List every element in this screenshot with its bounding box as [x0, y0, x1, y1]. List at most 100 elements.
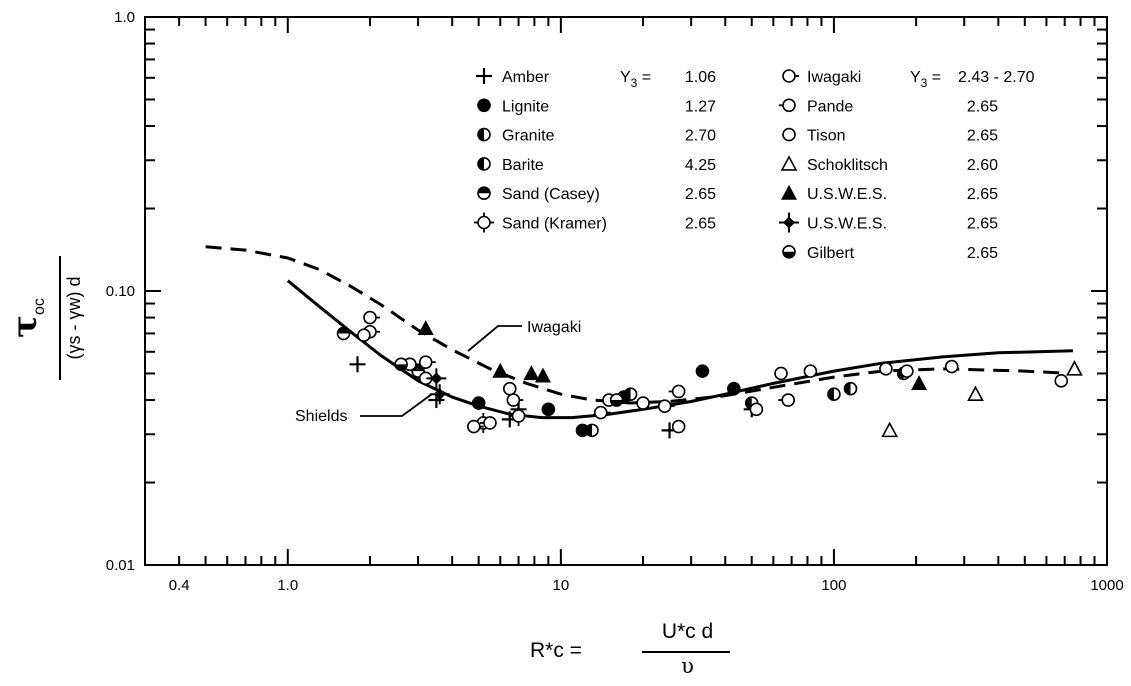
point-iwagaki: [657, 399, 675, 413]
legend-label-u-s-w-e-s: U.S.W.E.S.: [807, 186, 887, 203]
point-barite: [827, 387, 841, 402]
legend-marker-sand-casey: [477, 186, 491, 200]
legend-gamma-barite: 4.25: [685, 157, 716, 174]
point-u-s-w-e-s: [492, 362, 509, 378]
data-points: [336, 310, 1083, 439]
x-tick-label: 0.4: [169, 577, 190, 594]
fit-curves: [205, 245, 1073, 420]
legend-label-pande: Pande: [807, 98, 853, 115]
point-tison: [749, 402, 764, 417]
point-gilbert: [609, 393, 624, 407]
legend-marker-sand-kramer: [474, 212, 494, 233]
legend-marker-iwagaki: [782, 69, 799, 83]
iwagaki-curve: [205, 245, 1073, 405]
point-granite: [585, 423, 599, 438]
y-label-denominator: (γs - γw) d: [64, 276, 85, 360]
shields-curve: [286, 279, 1073, 420]
x-label-numerator: U*c d: [661, 620, 714, 643]
point-schoklitsch: [1066, 360, 1083, 376]
legend-gamma-iwagaki: 2.43 - 2.70: [958, 69, 1035, 86]
point-pande: [415, 371, 433, 386]
plot-frame: [144, 16, 1108, 566]
curve-annotations: Iwagaki Shields: [295, 319, 581, 425]
iwagaki-curve-label: Iwagaki: [527, 319, 581, 336]
legend-marker-schoklitsch: [780, 155, 798, 171]
point-tison: [879, 362, 893, 376]
y-tick-label: 0.01: [106, 557, 135, 574]
legend-label-gilbert: Gilbert: [807, 245, 855, 262]
legend-label-schoklitsch: Schoklitsch: [807, 157, 888, 174]
point-u-s-w-e-s: [417, 320, 434, 336]
legend-label-granite: Granite: [502, 128, 555, 145]
legend-marker-u-s-w-e-s: [779, 212, 799, 233]
point-amber: [349, 356, 366, 373]
x-tick-label: 100: [821, 577, 846, 594]
legend-gamma-tison: 2.65: [967, 128, 998, 145]
shields-leader-line: [360, 393, 433, 417]
legend-gamma-pande: 2.65: [967, 98, 998, 115]
point-barite: [623, 387, 638, 402]
legend-gamma-amber: 1.06: [685, 69, 716, 86]
x-label-lhs: R*c =: [530, 639, 582, 662]
point-u-s-w-e-s: [523, 365, 540, 381]
tick-labels: 0.4 1.0 10 100 1000 0.01 0.10 1.0: [106, 9, 1124, 594]
point-pande: [668, 384, 686, 399]
x-tick-label: 1000: [1090, 577, 1123, 594]
point-tison: [502, 381, 517, 396]
legend-label-lignite: Lignite: [502, 98, 549, 115]
legend-gamma-header-right: Y3 =: [910, 69, 941, 90]
legend-marker-u-s-w-e-s: [780, 184, 798, 200]
x-label-denominator: υ: [681, 654, 694, 678]
point-iwagaki: [467, 419, 484, 434]
legend-marker-pande: [779, 98, 796, 113]
legend-label-sand-casey: Sand (Casey): [502, 186, 600, 203]
point-tison: [671, 419, 686, 434]
point-iwagaki: [506, 393, 524, 407]
point-schoklitsch: [881, 421, 899, 438]
point-lignite: [541, 402, 556, 417]
x-tick-label: 10: [553, 577, 570, 594]
point-iwagaki: [593, 405, 611, 420]
legend-marker-amber: [476, 68, 492, 84]
point-pande: [896, 364, 914, 378]
point-tison: [944, 359, 959, 374]
legend-gamma-sand-casey: 2.65: [685, 186, 716, 203]
axis-ticks: [144, 16, 1107, 566]
legend-gamma-lignite: 1.27: [685, 98, 716, 115]
point-sand-casey: [336, 326, 351, 341]
point-u-s-w-e-s: [426, 368, 447, 389]
legend-gamma-schoklitsch: 2.60: [967, 157, 998, 174]
point-tison: [774, 366, 788, 381]
x-tick-label: 1.0: [277, 577, 298, 594]
legend-label-u-s-w-e-s: U.S.W.E.S.: [807, 216, 887, 233]
y-tick-label: 0.10: [106, 283, 135, 300]
shields-curve-label: Shields: [295, 408, 347, 425]
y-label-tau-subscript: oc: [30, 298, 48, 316]
x-axis-label: R*c = U*c d υ: [530, 620, 760, 680]
point-lignite: [471, 396, 486, 410]
point-iwagaki: [363, 310, 380, 325]
point-tison: [1054, 374, 1069, 388]
legend-marker-gilbert: [782, 245, 796, 259]
legend-marker-lignite: [477, 98, 491, 113]
point-lignite: [727, 381, 741, 396]
legend-marker-barite: [477, 157, 491, 171]
point-pande: [479, 416, 497, 430]
legend-marker-granite: [477, 127, 491, 142]
point-u-s-w-e-s: [534, 367, 551, 383]
point-pande: [778, 393, 795, 407]
point-sand-kramer: [508, 405, 529, 426]
legend-gamma-sand-kramer: 2.65: [685, 216, 716, 233]
point-u-s-w-e-s: [911, 375, 928, 391]
legend-gamma-gilbert: 2.65: [967, 245, 998, 262]
point-iwagaki: [418, 355, 436, 369]
legend: Amber 1.06 Lignite 1.27 Granite 2.70 Barite 4.2…: [474, 68, 1035, 262]
legend-gamma-granite: 2.70: [685, 128, 716, 145]
legend-label-barite: Barite: [502, 157, 544, 174]
legend-gamma-header-left: Y3 =: [620, 69, 651, 90]
legend-label-amber: Amber: [502, 69, 550, 86]
point-tison: [803, 364, 818, 378]
point-u-s-w-e-s: [429, 384, 450, 405]
point-lignite: [695, 364, 710, 378]
